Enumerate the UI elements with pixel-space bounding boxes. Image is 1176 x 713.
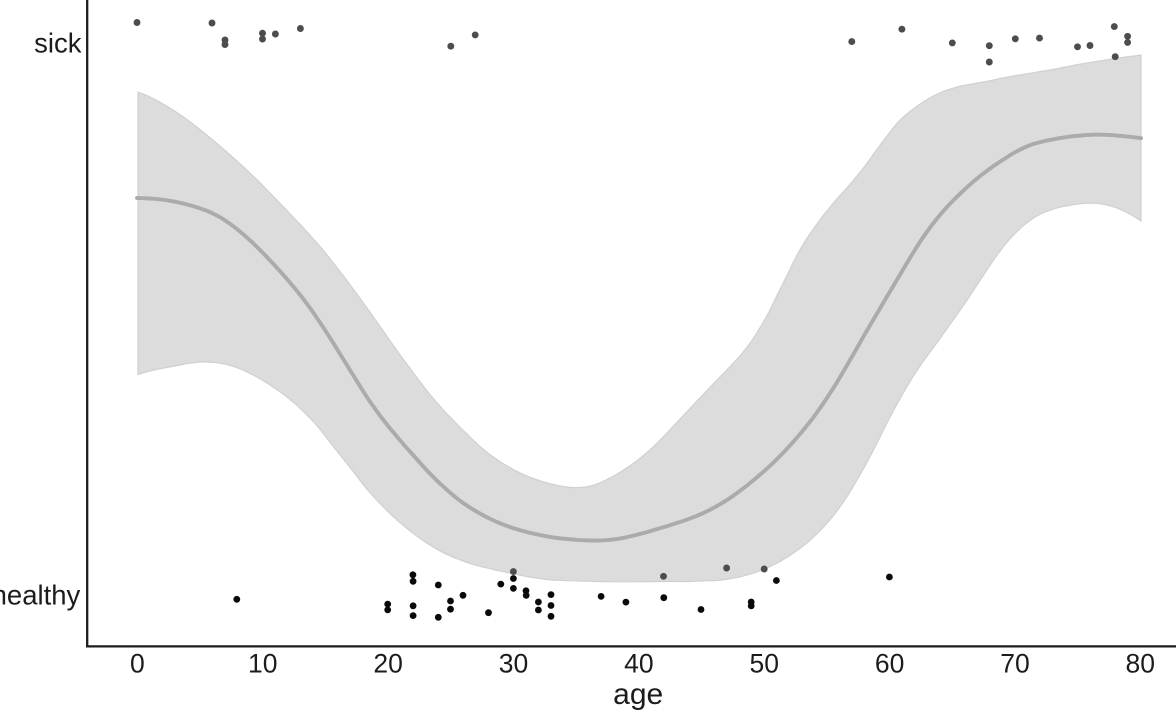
svg-text:healthy: healthy [0,579,81,610]
svg-text:70: 70 [1000,648,1029,678]
svg-text:age: age [613,678,663,711]
svg-text:30: 30 [499,648,528,678]
svg-text:10: 10 [248,648,277,678]
svg-text:sick: sick [34,27,82,58]
svg-text:0: 0 [130,648,145,678]
svg-text:40: 40 [624,648,653,678]
svg-text:50: 50 [749,648,778,678]
svg-text:20: 20 [373,648,402,678]
svg-text:80: 80 [1126,648,1155,678]
svg-text:60: 60 [875,648,904,678]
